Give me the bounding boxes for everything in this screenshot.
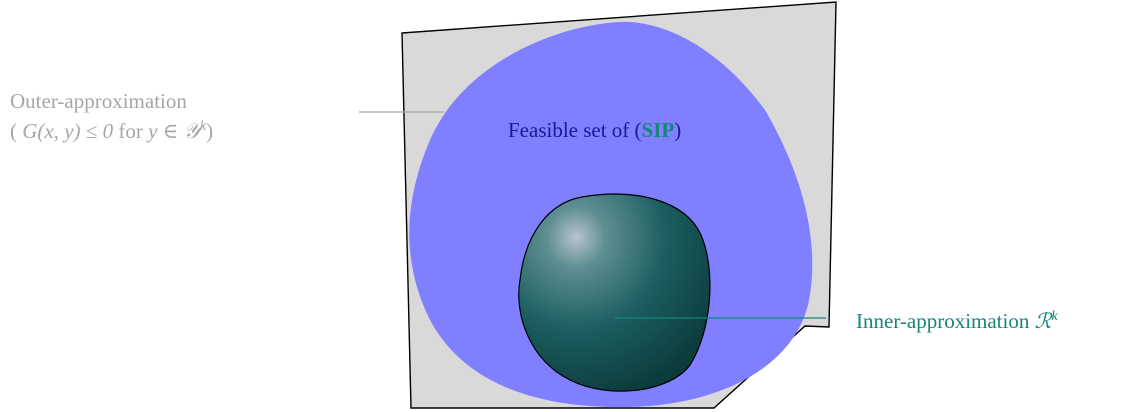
feasible-suffix: ) [674,118,682,142]
outer-condition: y ∈ 𝒴 [148,119,200,143]
inner-symbol: ℛ [1034,309,1052,333]
outer-label-line1: Outer-approximation [10,89,187,113]
feasible-prefix: Feasible set of ( [508,118,642,142]
outer-for-word: for [118,119,143,143]
outer-label-line2: ( G(x, y) ≤ 0 for y ∈ 𝒴k) [10,114,213,144]
outer-open-paren: ( [10,119,17,143]
outer-approximation-label: Outer-approximation ( G(x, y) ≤ 0 for y … [10,88,213,144]
inner-approximation-label: Inner-approximation ℛk [856,304,1058,334]
feasible-set-label: Feasible set of (SIP) [508,117,681,143]
sip-reference: SIP [641,118,675,142]
inner-approximation-region [518,193,711,392]
inner-text: Inner-approximation [856,309,1030,333]
inner-superscript: k [1051,309,1058,324]
outer-formula: G(x, y) ≤ 0 [22,119,114,143]
outer-superscript: k [199,119,207,134]
outer-close-paren: ) [206,119,214,143]
